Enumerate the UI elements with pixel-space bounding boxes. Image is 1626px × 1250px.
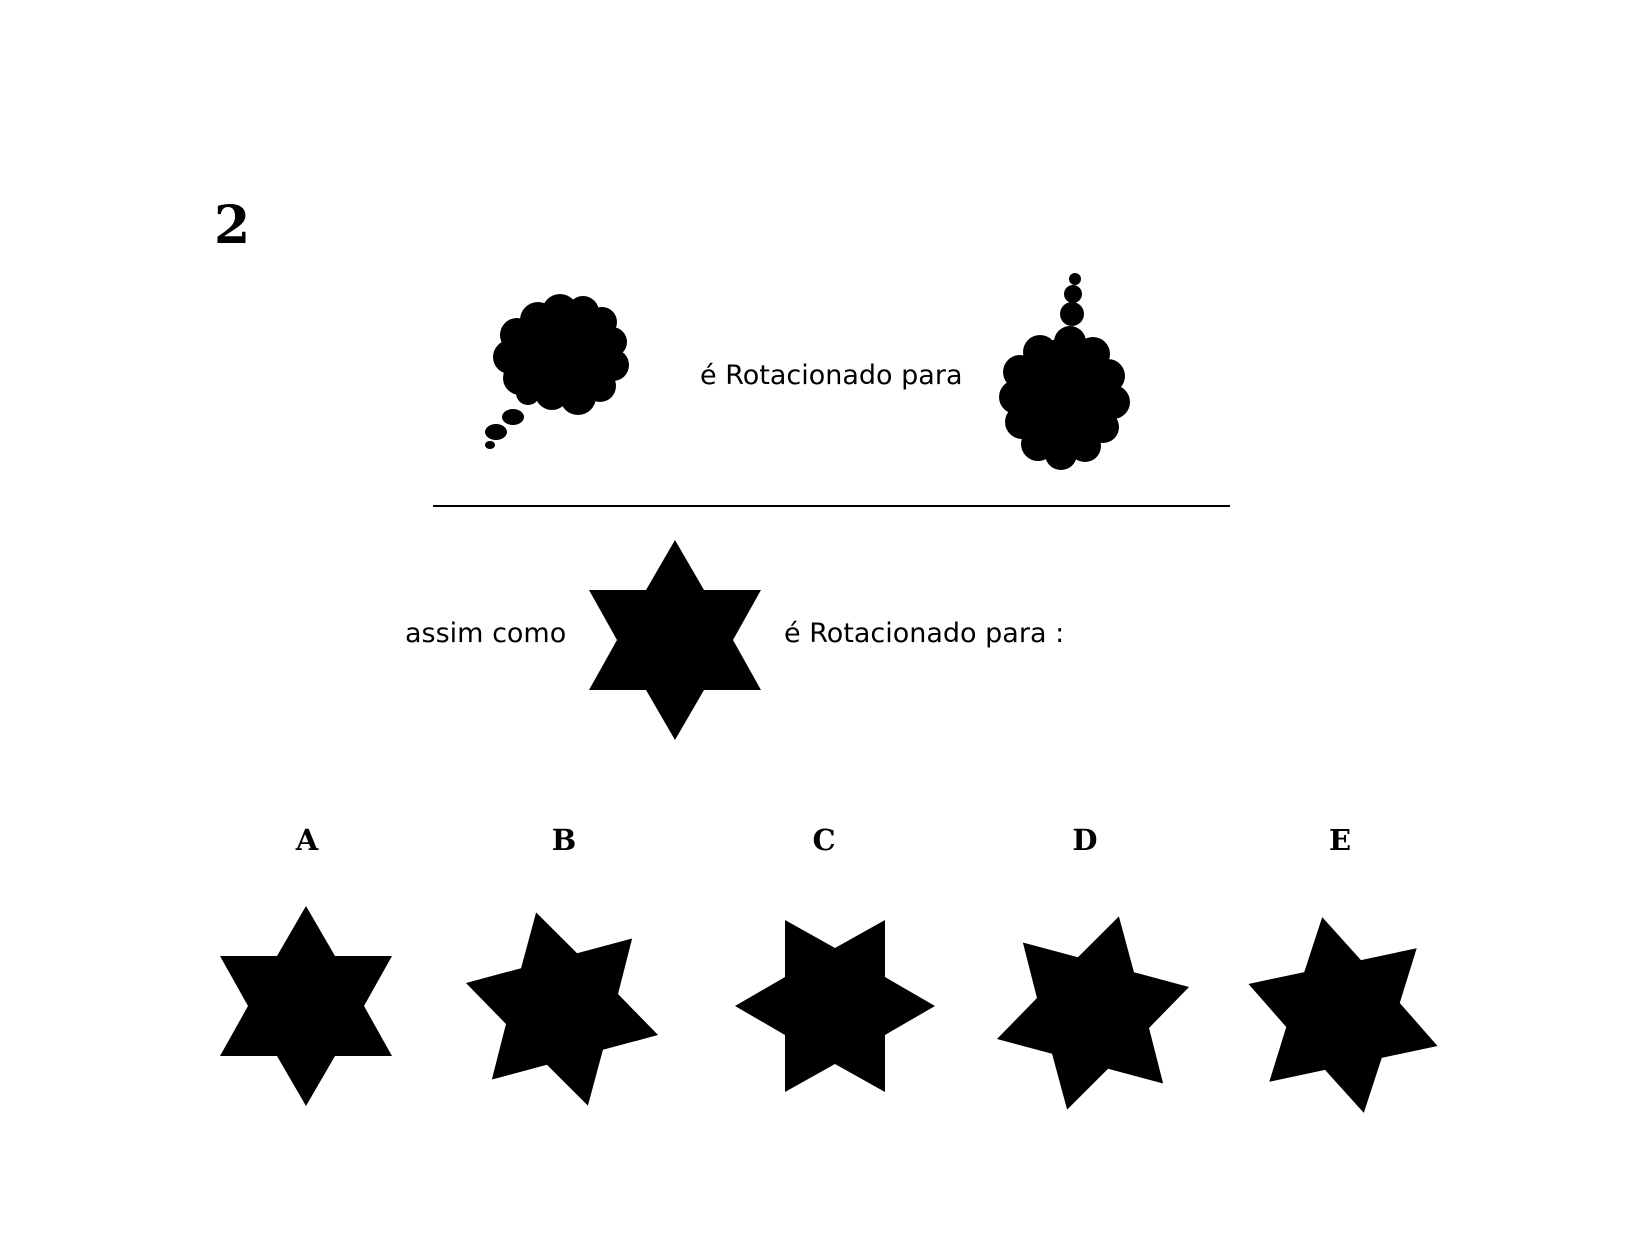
prompt-suffix: é Rotacionado para : xyxy=(784,618,1065,649)
thought-bubble-rotated-icon xyxy=(999,273,1130,470)
star-option-e-icon[interactable] xyxy=(1245,917,1441,1113)
option-label-a: A xyxy=(295,823,319,857)
divider-line xyxy=(433,505,1230,507)
question-number: 2 xyxy=(214,195,251,256)
option-label-d: D xyxy=(1072,823,1098,857)
example-caption: é Rotacionado para xyxy=(700,360,963,391)
thought-bubble-icon xyxy=(485,294,629,449)
star-option-a-icon[interactable] xyxy=(220,906,392,1106)
option-label-c: C xyxy=(812,823,836,857)
star-option-d-icon[interactable] xyxy=(995,915,1191,1111)
star-option-c-icon[interactable] xyxy=(735,920,935,1092)
star-option-b-icon[interactable] xyxy=(464,911,660,1107)
option-label-b: B xyxy=(551,823,577,857)
prompt-prefix: assim como xyxy=(405,618,567,649)
six-point-star-icon xyxy=(589,540,761,740)
option-label-e: E xyxy=(1328,823,1352,857)
